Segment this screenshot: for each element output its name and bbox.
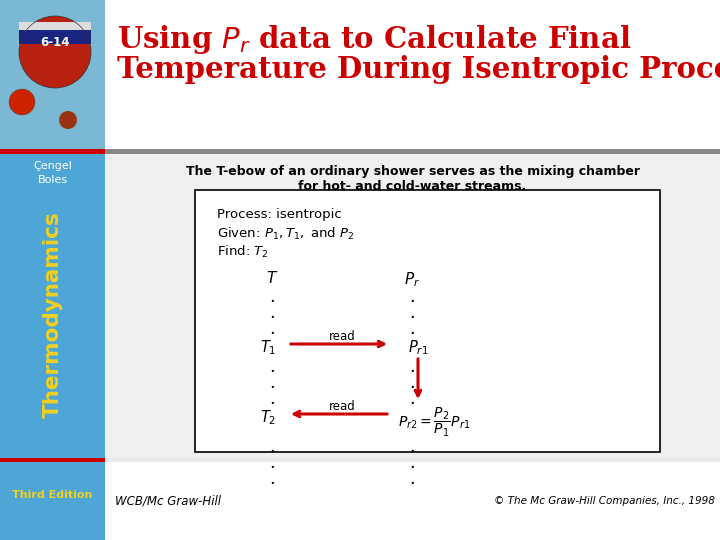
Text: Third Edition: Third Edition — [12, 490, 93, 500]
Text: Thermodynamics: Thermodynamics — [42, 212, 63, 418]
Text: .: . — [409, 320, 415, 338]
Bar — [105, 462, 720, 540]
Bar — [105, 154, 720, 458]
Text: 6-14: 6-14 — [40, 37, 70, 50]
Bar — [105, 0, 720, 149]
Text: read: read — [328, 330, 356, 343]
Text: Boles: Boles — [37, 175, 68, 185]
Text: .: . — [269, 438, 275, 456]
Text: read: read — [328, 400, 356, 413]
Text: $P_r$: $P_r$ — [404, 270, 420, 289]
Text: Temperature During Isentropic Processes: Temperature During Isentropic Processes — [117, 56, 720, 84]
Text: The T-ebow of an ordinary shower serves as the mixing chamber: The T-ebow of an ordinary shower serves … — [186, 165, 639, 178]
Text: for hot- and cold-water streams.: for hot- and cold-water streams. — [298, 180, 526, 193]
Bar — [19, 22, 91, 30]
Text: .: . — [409, 288, 415, 306]
Text: $P_{r1}$: $P_{r1}$ — [408, 338, 428, 357]
Text: .: . — [409, 358, 415, 376]
Text: .: . — [409, 454, 415, 472]
Bar — [0, 0, 105, 150]
Text: .: . — [269, 374, 275, 392]
Text: .: . — [269, 454, 275, 472]
Circle shape — [59, 111, 77, 129]
Text: Çengel: Çengel — [33, 161, 72, 171]
Bar — [105, 149, 720, 154]
Text: .: . — [269, 470, 275, 488]
Text: .: . — [269, 390, 275, 408]
Circle shape — [9, 89, 35, 115]
Text: .: . — [269, 358, 275, 376]
Circle shape — [19, 16, 91, 88]
Text: .: . — [409, 374, 415, 392]
Bar — [19, 30, 91, 44]
Bar — [0, 458, 105, 462]
Text: $T_2$: $T_2$ — [260, 408, 276, 427]
Text: .: . — [409, 304, 415, 322]
Text: .: . — [409, 390, 415, 408]
Text: .: . — [269, 320, 275, 338]
Text: Process: isentropic: Process: isentropic — [217, 208, 342, 221]
Text: $T$: $T$ — [266, 270, 278, 286]
Text: $P_{r2} = \dfrac{P_2}{P_1}P_{r1}$: $P_{r2} = \dfrac{P_2}{P_1}P_{r1}$ — [398, 406, 470, 439]
Text: .: . — [269, 288, 275, 306]
Bar — [195, 190, 660, 452]
Text: © The Mc Graw-Hill Companies, Inc., 1998: © The Mc Graw-Hill Companies, Inc., 1998 — [494, 496, 715, 506]
Text: .: . — [409, 438, 415, 456]
Text: Find: $T_2$: Find: $T_2$ — [217, 244, 269, 260]
Text: $T_1$: $T_1$ — [260, 338, 276, 357]
Text: Given: $P_1, T_1,$ and $P_2$: Given: $P_1, T_1,$ and $P_2$ — [217, 226, 354, 242]
Text: .: . — [269, 304, 275, 322]
Text: .: . — [409, 470, 415, 488]
Text: Using $P_r$ data to Calculate Final: Using $P_r$ data to Calculate Final — [117, 24, 631, 57]
Text: WCB/Mc Graw-Hill: WCB/Mc Graw-Hill — [115, 495, 221, 508]
Bar — [0, 149, 105, 154]
Bar — [0, 0, 105, 540]
